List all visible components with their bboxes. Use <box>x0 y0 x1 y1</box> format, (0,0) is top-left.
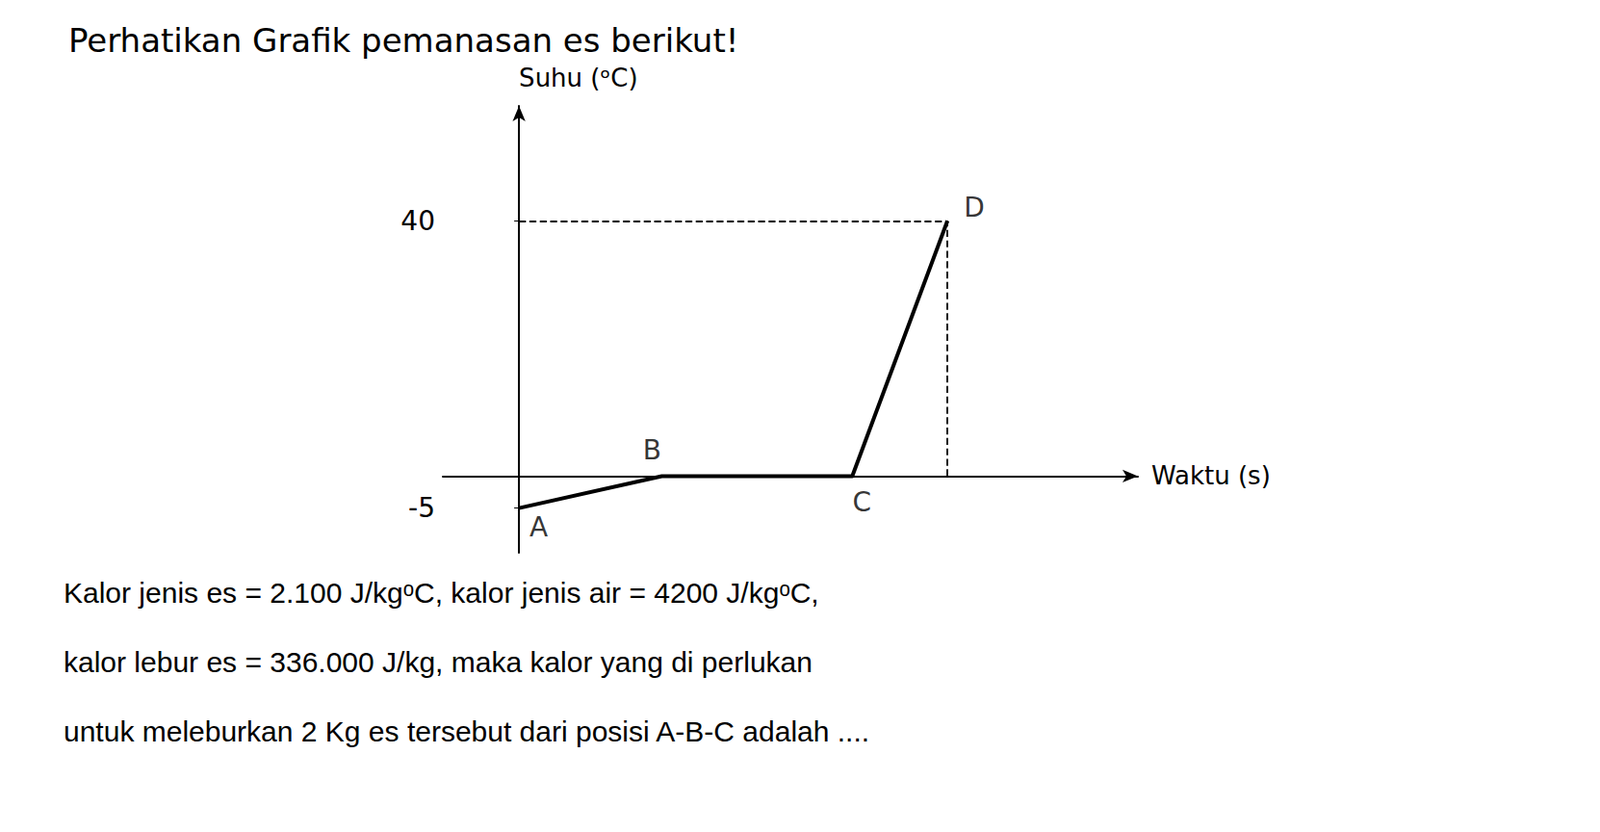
svg-text:Perhatikan Grafik pemanasan es: Perhatikan Grafik pemanasan es berikut! <box>68 21 739 60</box>
svg-text:40: 40 <box>400 205 436 237</box>
svg-text:B: B <box>643 434 662 466</box>
svg-text:untuk meleburkan 2 Kg es terse: untuk meleburkan 2 Kg es tersebut dari p… <box>63 715 870 748</box>
svg-text:D: D <box>963 191 985 224</box>
svg-text:kalor lebur es = 336.000 J/kg,: kalor lebur es = 336.000 J/kg, maka kalo… <box>63 645 813 678</box>
svg-text:Kalor jenis es = 2.100 J/kgᵒC,: Kalor jenis es = 2.100 J/kgᵒC, kalor jen… <box>63 576 820 609</box>
svg-text:A: A <box>529 511 548 543</box>
svg-text:-5: -5 <box>408 491 436 524</box>
svg-text:Waktu (s): Waktu (s) <box>1151 461 1271 491</box>
svg-text:Suhu (ᵒC): Suhu (ᵒC) <box>518 63 638 93</box>
svg-text:C: C <box>852 486 873 518</box>
